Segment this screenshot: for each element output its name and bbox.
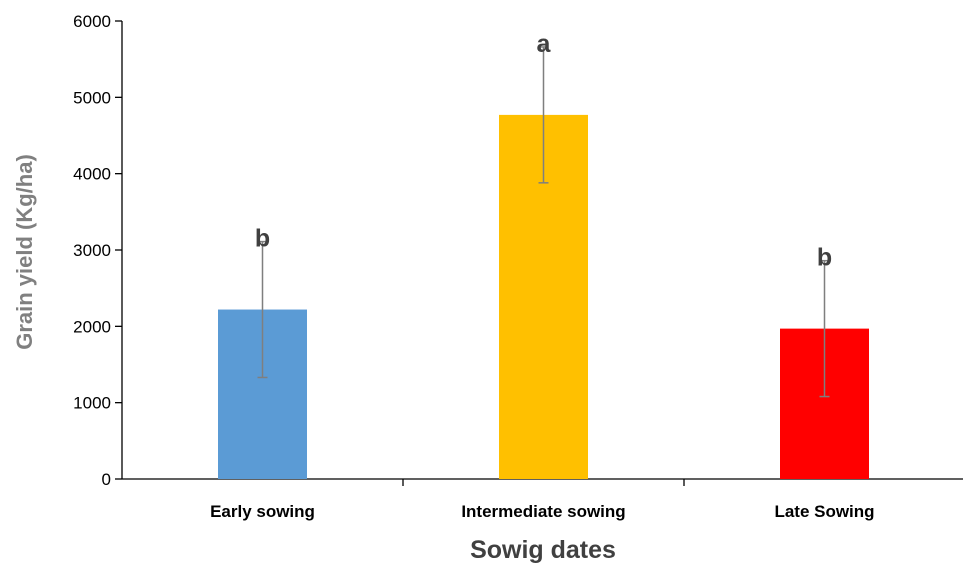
significance-letter: b — [255, 225, 270, 253]
y-axis: 0 1000 2000 3000 4000 5000 6000 — [73, 12, 123, 489]
y-tick-label: 4000 — [73, 165, 111, 184]
y-axis-title: Grain yield (Kg/ha) — [12, 154, 37, 350]
category-labels: Early sowing Intermediate sowing Late Sowi… — [210, 502, 875, 521]
category-label: Early sowing — [210, 502, 315, 521]
y-tick-label: 6000 — [73, 12, 111, 31]
y-tick-label: 5000 — [73, 88, 111, 107]
error-bars — [257, 46, 830, 398]
significance-letters: b a b — [255, 30, 832, 272]
significance-letter: b — [817, 244, 832, 272]
x-axis-title: Sowig dates — [470, 536, 616, 564]
y-tick-label: 3000 — [73, 241, 111, 260]
y-tick-label: 2000 — [73, 317, 111, 336]
x-axis — [122, 478, 963, 486]
category-label: Intermediate sowing — [461, 502, 625, 521]
significance-letter: a — [537, 30, 552, 58]
y-tick-label: 1000 — [73, 394, 111, 413]
y-tick-label: 0 — [102, 470, 111, 489]
category-label: Late Sowing — [774, 502, 874, 521]
